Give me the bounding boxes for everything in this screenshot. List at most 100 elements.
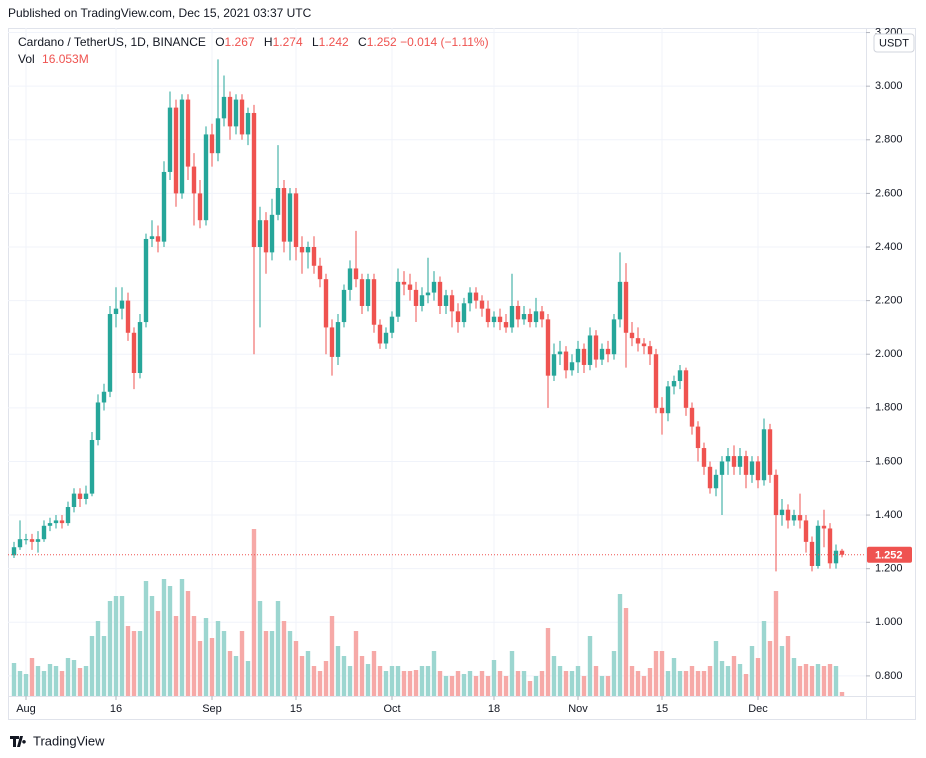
candle-body — [815, 525, 821, 566]
candle-body — [353, 268, 359, 280]
y-tick-label: 1.800 — [875, 402, 903, 414]
volume-bar — [809, 666, 815, 696]
y-tick-label: 0.800 — [875, 670, 903, 682]
candle-body — [317, 265, 323, 280]
volume-bar — [575, 666, 581, 696]
candle-body — [671, 381, 677, 387]
volume-bar — [833, 666, 839, 696]
candle-body — [503, 322, 509, 328]
candle-body — [311, 247, 317, 266]
x-tick-label: Nov — [568, 703, 588, 715]
candle-body — [443, 295, 449, 306]
candle-body — [509, 305, 515, 328]
candle-body — [347, 268, 353, 290]
volume-bar — [191, 616, 197, 696]
volume-bar — [659, 651, 665, 696]
volume-bar — [713, 641, 719, 696]
volume-bar — [449, 676, 455, 696]
volume-bar — [527, 681, 533, 696]
x-tick-label: 18 — [488, 703, 500, 715]
candle-body — [233, 99, 239, 127]
x-tick-label: 15 — [656, 703, 668, 715]
volume-bar — [635, 671, 641, 696]
candle-body — [761, 429, 767, 481]
volume-bar — [611, 651, 617, 696]
volume-bar — [131, 631, 137, 696]
candle-body — [767, 429, 773, 475]
candle-body — [455, 311, 461, 323]
candle-body — [53, 520, 59, 524]
volume-bar — [545, 628, 551, 696]
ohlc-letter: C — [358, 35, 367, 49]
volume-bar — [755, 658, 761, 696]
candle-body — [545, 319, 551, 376]
candle-body — [425, 292, 431, 296]
candle-body — [113, 308, 119, 315]
volume-bar — [557, 666, 563, 696]
volume-bar — [605, 676, 611, 696]
volume-bar — [77, 668, 83, 696]
candle-body — [161, 171, 167, 242]
volume-bar — [377, 666, 383, 696]
volume-bar — [419, 666, 425, 696]
volume-bar — [365, 664, 371, 696]
candle-body — [209, 134, 215, 154]
volume-bar — [533, 676, 539, 696]
volume-bar — [359, 656, 365, 696]
volume-bar — [29, 658, 35, 696]
candle-body — [743, 456, 749, 475]
x-tick-label: 16 — [110, 703, 122, 715]
candle-body — [749, 461, 755, 475]
volume-bar — [83, 666, 89, 696]
candle-body — [59, 520, 65, 524]
candle-body — [23, 539, 29, 541]
candle-body — [383, 332, 389, 344]
x-tick-label: Dec — [748, 703, 768, 715]
candle-body — [47, 523, 53, 526]
volume-bar — [215, 621, 221, 696]
candle-body — [221, 96, 227, 119]
ohlc-letter: H — [263, 35, 273, 49]
candle-body — [785, 509, 791, 521]
volume-bar — [401, 671, 407, 696]
volume-bar — [305, 651, 311, 696]
candle-body — [299, 247, 305, 253]
volume-bar — [137, 631, 143, 696]
volume-bar — [263, 631, 269, 696]
volume-bar — [257, 601, 263, 696]
candle-body — [515, 305, 521, 320]
candle-body — [755, 461, 761, 481]
candle-body — [587, 335, 593, 365]
currency-box — [873, 33, 915, 53]
volume-bar — [161, 579, 167, 696]
candle-body — [83, 493, 89, 499]
volume-bar — [437, 671, 443, 696]
volume-bar — [59, 671, 65, 696]
last-price-tag — [867, 546, 912, 563]
volume-bar — [749, 646, 755, 696]
candle-body — [35, 539, 41, 542]
volume-bar — [53, 666, 59, 696]
candle-body — [611, 319, 617, 355]
candle-body — [257, 220, 263, 248]
candle-body — [527, 314, 533, 323]
candle-body — [677, 370, 683, 382]
candle-body — [599, 348, 605, 360]
volume-bar — [587, 636, 593, 696]
candle-body — [581, 348, 587, 365]
volume-bar — [683, 671, 689, 696]
volume-bar — [95, 621, 101, 696]
ohlc-value: 1.242 — [318, 35, 349, 49]
volume-bar — [563, 671, 569, 696]
volume-bar — [107, 601, 113, 696]
candle-body — [575, 348, 581, 363]
candle-body — [413, 289, 419, 306]
volume-bar — [23, 674, 29, 696]
ohlc-value: 1.274 — [272, 35, 303, 49]
candle-body — [329, 327, 335, 357]
volume-bar — [551, 656, 557, 696]
last-price-label: 1.252 — [875, 550, 903, 562]
volume-bar — [299, 656, 305, 696]
volume-bar — [767, 641, 773, 696]
candle-body — [833, 550, 839, 564]
